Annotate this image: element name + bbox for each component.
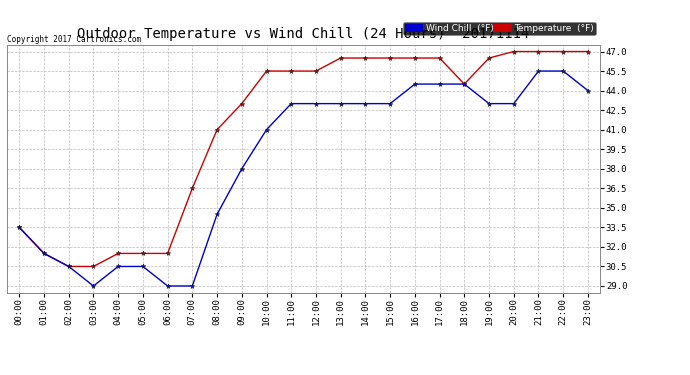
Text: Copyright 2017 Cartronics.com: Copyright 2017 Cartronics.com	[7, 35, 141, 44]
Legend: Wind Chill  (°F), Temperature  (°F): Wind Chill (°F), Temperature (°F)	[403, 22, 595, 35]
Title: Outdoor Temperature vs Wind Chill (24 Hours)  20171114: Outdoor Temperature vs Wind Chill (24 Ho…	[77, 27, 530, 41]
